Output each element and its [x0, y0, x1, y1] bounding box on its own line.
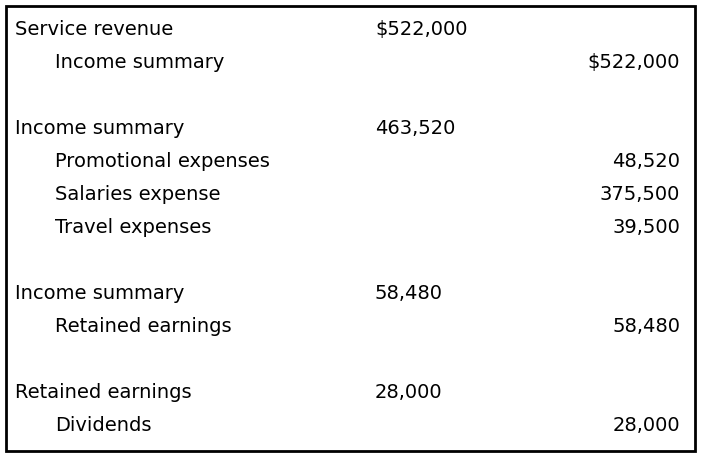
Text: Promotional expenses: Promotional expenses: [55, 152, 270, 171]
Text: 58,480: 58,480: [375, 284, 443, 303]
Text: 28,000: 28,000: [375, 383, 442, 402]
Text: Income summary: Income summary: [55, 53, 224, 72]
Text: Retained earnings: Retained earnings: [55, 317, 231, 336]
Text: 463,520: 463,520: [375, 119, 456, 138]
Text: Retained earnings: Retained earnings: [15, 383, 191, 402]
Text: Service revenue: Service revenue: [15, 20, 173, 39]
Text: 39,500: 39,500: [612, 218, 680, 237]
Text: Dividends: Dividends: [55, 416, 151, 435]
Text: 28,000: 28,000: [613, 416, 680, 435]
Text: $522,000: $522,000: [375, 20, 468, 39]
Text: 48,520: 48,520: [612, 152, 680, 171]
Text: Income summary: Income summary: [15, 119, 184, 138]
Text: 58,480: 58,480: [612, 317, 680, 336]
Text: $522,000: $522,000: [587, 53, 680, 72]
Text: Salaries expense: Salaries expense: [55, 185, 221, 204]
Text: 375,500: 375,500: [599, 185, 680, 204]
Text: Travel expenses: Travel expenses: [55, 218, 212, 237]
Text: Income summary: Income summary: [15, 284, 184, 303]
